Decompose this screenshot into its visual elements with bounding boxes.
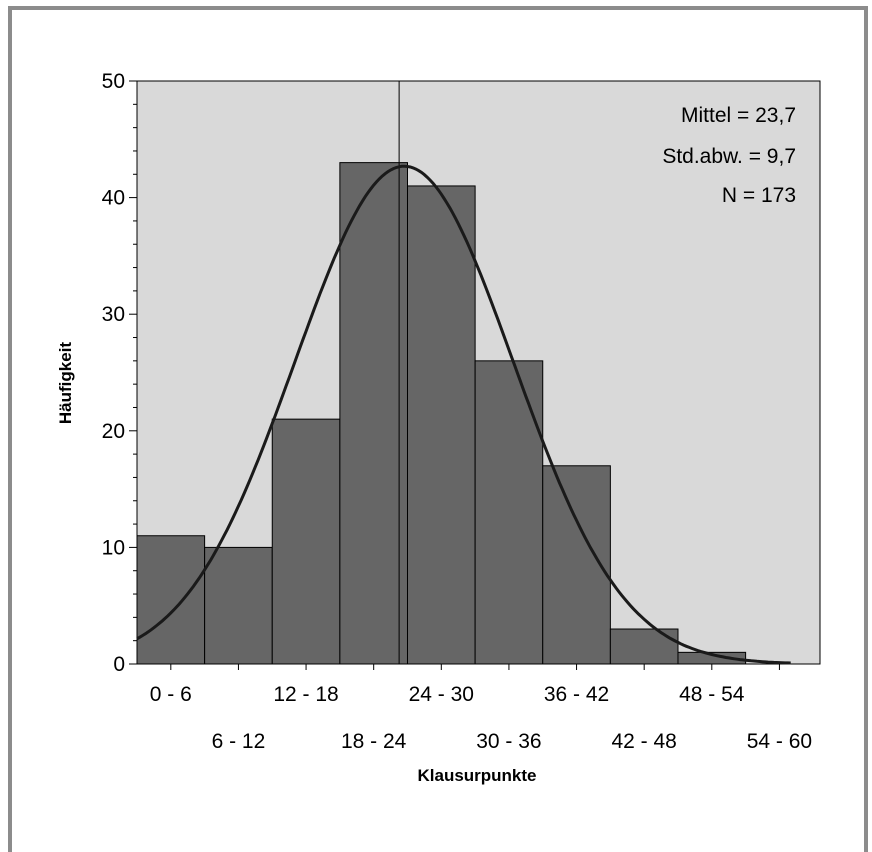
normal-curve bbox=[136, 164, 791, 665]
stat-n: N = 173 bbox=[722, 184, 796, 207]
histogram-bar bbox=[204, 546, 273, 665]
histogram-bar bbox=[609, 628, 679, 665]
histogram-bar bbox=[339, 162, 408, 665]
stat-std: Std.abw. = 9,7 bbox=[662, 145, 796, 168]
x-tick-label: 48 - 54 bbox=[679, 683, 745, 706]
x-tick-label: 18 - 24 bbox=[341, 730, 407, 753]
histogram-bar bbox=[406, 185, 476, 665]
x-tick-label: 6 - 12 bbox=[212, 730, 266, 753]
y-tick-label: 40 bbox=[102, 187, 125, 210]
x-tick-label: 0 - 6 bbox=[150, 683, 192, 706]
y-tick-label: 20 bbox=[102, 420, 125, 443]
x-tick-label: 36 - 42 bbox=[544, 683, 609, 706]
histogram-bar bbox=[136, 535, 206, 665]
figure-frame bbox=[8, 6, 868, 852]
x-axis-title: Klausurpunkte bbox=[417, 766, 536, 785]
y-axis-title: Häufigkeit bbox=[56, 342, 75, 425]
x-tick-label: 54 - 60 bbox=[747, 730, 812, 753]
histogram-bar bbox=[474, 360, 544, 665]
y-tick-label: 30 bbox=[102, 303, 125, 326]
y-tick-label: 0 bbox=[113, 653, 125, 676]
y-tick-label: 10 bbox=[102, 536, 125, 559]
x-tick-label: 42 - 48 bbox=[611, 730, 676, 753]
x-tick-label: 30 - 36 bbox=[476, 730, 541, 753]
histogram-bar bbox=[271, 418, 341, 665]
y-tick-label: 50 bbox=[102, 70, 125, 93]
x-tick-label: 12 - 18 bbox=[273, 683, 338, 706]
stat-mean: Mittel = 23,7 bbox=[681, 104, 796, 127]
x-tick-label: 24 - 30 bbox=[409, 683, 474, 706]
